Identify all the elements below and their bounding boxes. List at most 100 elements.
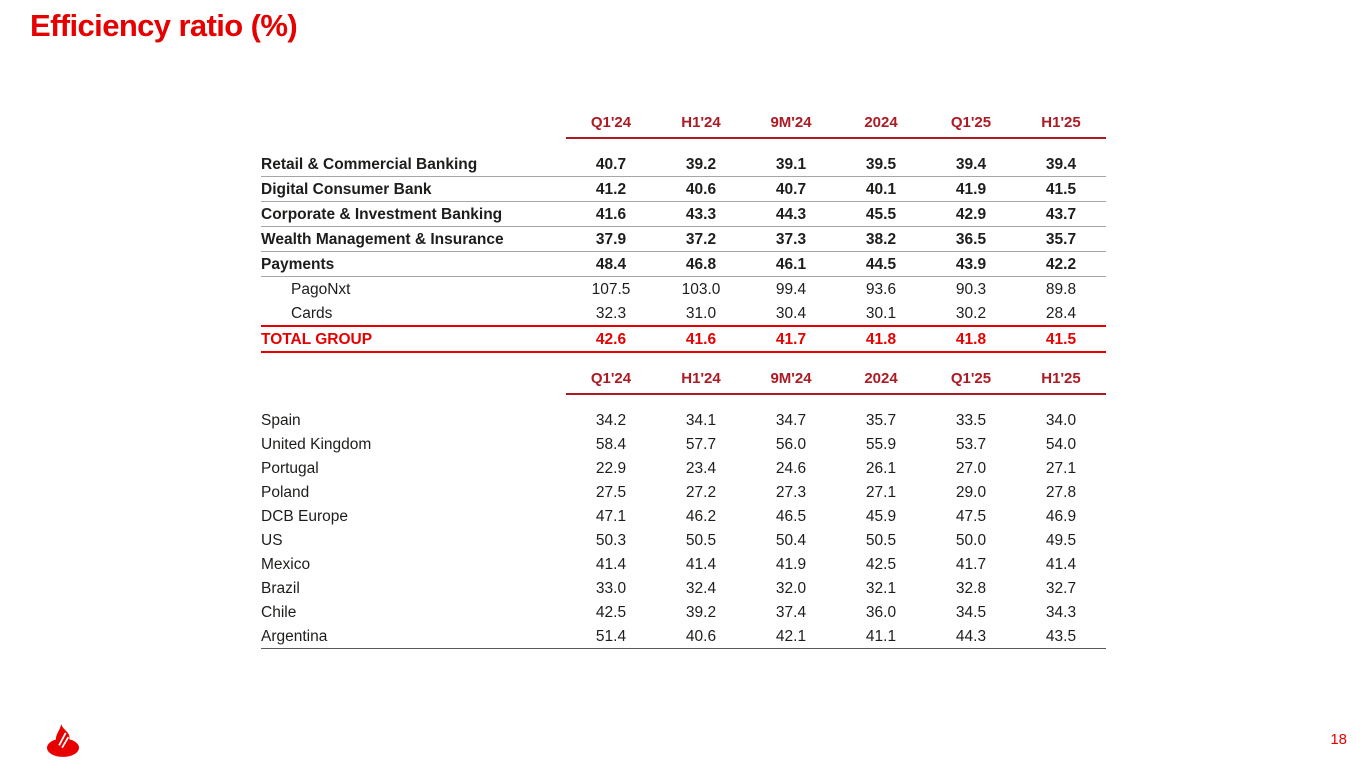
cell-value: 28.4 (1045, 305, 1077, 322)
cell-value: 42.1 (746, 624, 836, 649)
column-header: 9M'24 (746, 112, 836, 139)
cell-value: 41.5 (1016, 176, 1106, 202)
cell-value: 37.3 (746, 226, 836, 252)
cell-value: 33.5 (955, 412, 987, 429)
row-label: Mexico (261, 556, 311, 573)
row-label: Spain (261, 411, 301, 429)
cell-value: 50.3 (595, 532, 627, 549)
cell-value: 39.1 (746, 138, 836, 177)
row-label: Cards (291, 305, 333, 322)
table-row: DCB Europe 47.1 46.2 46.5 45.9 47.5 46.9 (261, 504, 1106, 528)
cell-value: 39.2 (656, 138, 746, 177)
cell-value: 41.2 (566, 176, 656, 202)
row-label: Argentina (261, 624, 566, 649)
cell-value: 46.9 (1045, 508, 1077, 525)
cell-value: 43.7 (1016, 201, 1106, 227)
row-label: Poland (261, 484, 310, 501)
row-label: PagoNxt (291, 281, 351, 298)
cell-value: 47.5 (955, 508, 987, 525)
cell-value: 33.0 (595, 580, 627, 597)
cell-value: 53.7 (955, 436, 987, 453)
cell-value: 56.0 (775, 436, 807, 453)
cell-value: 43.9 (926, 251, 1016, 277)
cell-value: 50.4 (775, 532, 807, 549)
cell-value: 51.4 (566, 624, 656, 649)
row-label: Chile (261, 604, 297, 621)
row-label: Payments (261, 251, 566, 277)
table-row: Cards 32.3 31.0 30.4 30.1 30.2 28.4 (261, 301, 1106, 326)
cell-value: 34.2 (595, 412, 627, 429)
page-number: 18 (1330, 731, 1347, 748)
cell-value: 42.6 (566, 325, 656, 353)
cell-value: 55.9 (865, 436, 897, 453)
cell-value: 41.4 (685, 556, 717, 573)
column-header: H1'25 (1016, 368, 1106, 395)
cell-value: 36.5 (926, 226, 1016, 252)
table-row: Mexico 41.4 41.4 41.9 42.5 41.7 41.4 (261, 552, 1106, 576)
cell-value: 39.4 (926, 138, 1016, 177)
cell-value: 30.4 (775, 305, 807, 322)
cell-value: 32.4 (685, 580, 717, 597)
row-label: Portugal (261, 460, 319, 477)
table-row: United Kingdom 58.4 57.7 56.0 55.9 53.7 … (261, 432, 1106, 456)
cell-value: 27.1 (865, 484, 897, 501)
cell-value: 41.9 (775, 556, 807, 573)
column-header: Q1'25 (926, 112, 1016, 139)
cell-value: 90.3 (955, 281, 987, 298)
cell-value: 41.6 (656, 325, 746, 353)
cell-value: 34.1 (685, 412, 717, 429)
page-title: Efficiency ratio (%) (30, 8, 298, 43)
cell-value: 34.0 (1045, 412, 1077, 429)
cell-value: 40.6 (656, 176, 746, 202)
cell-value: 46.2 (685, 508, 717, 525)
cell-value: 42.5 (865, 556, 897, 573)
cell-value: 46.1 (746, 251, 836, 277)
cell-value: 99.4 (775, 281, 807, 298)
cell-value: 32.3 (595, 305, 627, 322)
column-header: 9M'24 (746, 368, 836, 395)
cell-value: 27.5 (595, 484, 627, 501)
cell-value: 41.7 (955, 556, 987, 573)
cell-value: 44.3 (746, 201, 836, 227)
column-header: 2024 (836, 112, 926, 139)
column-header: H1'25 (1016, 112, 1106, 139)
table-row: Retail & Commercial Banking 40.7 39.2 39… (261, 138, 1106, 177)
cell-value: 89.8 (1045, 281, 1077, 298)
cell-value: 30.2 (955, 305, 987, 322)
row-label: United Kingdom (261, 436, 372, 453)
cell-value: 41.4 (1045, 556, 1077, 573)
cell-value: 43.3 (656, 201, 746, 227)
cell-value: 27.8 (1045, 484, 1077, 501)
cell-value: 48.4 (566, 251, 656, 277)
cell-value: 41.4 (595, 556, 627, 573)
cell-value: 42.2 (1016, 251, 1106, 277)
row-label: Brazil (261, 580, 300, 597)
table-row: Poland 27.5 27.2 27.3 27.1 29.0 27.8 (261, 480, 1106, 504)
cell-value: 43.5 (1016, 624, 1106, 649)
cell-value: 41.8 (836, 325, 926, 353)
cell-value: 27.2 (685, 484, 717, 501)
cell-value: 29.0 (955, 484, 987, 501)
cell-value: 41.6 (566, 201, 656, 227)
segments-table: Q1'24 H1'24 9M'24 2024 Q1'25 H1'25 Retai… (261, 112, 1106, 353)
cell-value: 45.5 (836, 201, 926, 227)
table-row: PagoNxt 107.5 103.0 99.4 93.6 90.3 89.8 (261, 277, 1106, 302)
cell-value: 41.1 (836, 624, 926, 649)
cell-value: 30.1 (865, 305, 897, 322)
cell-value: 40.1 (836, 176, 926, 202)
column-header: H1'24 (656, 368, 746, 395)
table-row: Spain 34.2 34.1 34.7 35.7 33.5 34.0 (261, 394, 1106, 432)
cell-value: 40.6 (656, 624, 746, 649)
cell-value: 34.3 (1045, 604, 1077, 621)
cell-value: 93.6 (865, 281, 897, 298)
cell-value: 57.7 (685, 436, 717, 453)
cell-value: 32.0 (775, 580, 807, 597)
cell-value: 39.4 (1016, 138, 1106, 177)
cell-value: 35.7 (1016, 226, 1106, 252)
column-header-blank (261, 368, 566, 394)
cell-value: 46.8 (656, 251, 746, 277)
row-label: Retail & Commercial Banking (261, 138, 566, 177)
cell-value: 58.4 (595, 436, 627, 453)
segments-table-header: Q1'24 H1'24 9M'24 2024 Q1'25 H1'25 (261, 112, 1106, 139)
